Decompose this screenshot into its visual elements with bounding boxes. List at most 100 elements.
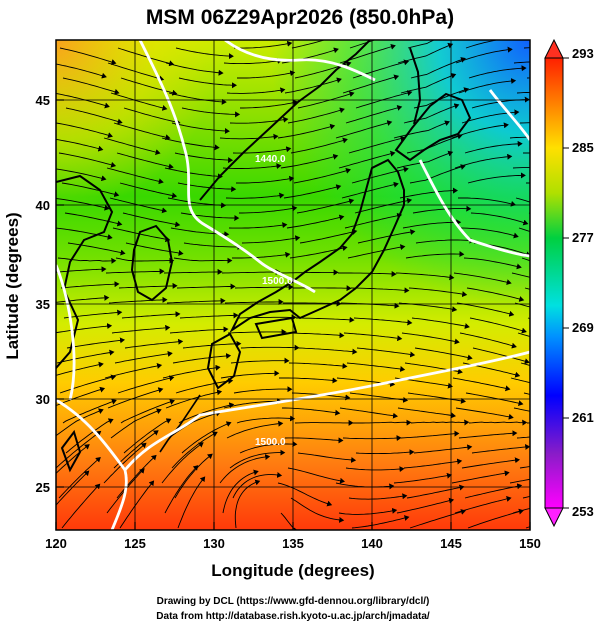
streamline <box>123 418 172 454</box>
streamline <box>219 454 271 484</box>
x-tick-label: 125 <box>124 536 146 551</box>
streamline <box>467 508 524 529</box>
streamline <box>181 107 241 118</box>
streamline <box>338 150 396 169</box>
streamline <box>396 497 455 514</box>
colorbar-tick-label: 277 <box>572 230 594 245</box>
streamline <box>405 251 465 259</box>
x-tick-label: 140 <box>361 536 383 551</box>
streamline <box>173 257 233 264</box>
streamline <box>291 40 326 49</box>
colorbar: 293 285 277 269 261 253 <box>544 38 594 528</box>
streamline <box>510 377 530 384</box>
streamline <box>290 497 345 523</box>
contour-label-2: 1500.0 <box>262 276 293 287</box>
streamline <box>220 370 280 379</box>
coastline-taiwan <box>60 429 82 473</box>
streamline <box>452 377 511 392</box>
colorbar-tick-label: 253 <box>572 504 594 519</box>
streamline <box>410 57 466 79</box>
streamline <box>65 418 114 454</box>
streamline <box>119 480 155 529</box>
streamline <box>236 415 296 424</box>
streamline <box>345 104 403 124</box>
streamline <box>279 377 338 384</box>
streamline <box>284 77 342 94</box>
streamline <box>112 227 171 243</box>
streamline <box>221 269 281 276</box>
streamline <box>468 65 527 79</box>
streamline <box>171 431 218 469</box>
streamline <box>339 407 398 419</box>
streamline <box>467 172 526 184</box>
coastline-korea <box>130 224 174 302</box>
streamline <box>290 137 348 154</box>
coastline-honshu <box>229 158 405 333</box>
streamline <box>509 478 530 484</box>
contour-label-3: 1500.0 <box>255 437 286 448</box>
streamline <box>240 344 300 351</box>
streamline <box>223 57 283 65</box>
streamline <box>56 63 107 79</box>
streamline <box>120 77 178 96</box>
streamline <box>335 120 393 139</box>
streamline <box>58 152 117 168</box>
streamline <box>413 444 473 454</box>
streamline <box>117 47 175 67</box>
streamline <box>121 311 181 319</box>
streamline <box>169 326 229 334</box>
streamline <box>414 347 473 361</box>
streamline <box>239 441 298 454</box>
streamline <box>277 123 336 139</box>
streamline <box>287 467 345 484</box>
lat-lon-grid <box>56 40 530 530</box>
streamline <box>346 362 406 372</box>
streamline <box>174 453 213 499</box>
coastline-sakhalin <box>409 47 422 125</box>
streamline <box>219 133 279 140</box>
colorbar-tick-label: 269 <box>572 320 594 335</box>
streamline <box>517 332 530 337</box>
streamline <box>338 270 397 277</box>
streamline <box>280 153 339 169</box>
streamline <box>353 419 412 426</box>
streamline <box>341 181 399 199</box>
streamline <box>228 222 288 229</box>
streamline <box>110 408 162 439</box>
coastlines <box>56 40 472 473</box>
streamline <box>511 272 530 278</box>
y-axis-title: Latitude (degrees) <box>3 212 22 359</box>
streamline <box>293 167 351 184</box>
streamline <box>229 449 286 469</box>
streamline <box>401 332 460 345</box>
streamline <box>232 251 291 259</box>
streamline <box>56 93 110 109</box>
streamline <box>172 352 232 364</box>
streamline <box>163 268 223 275</box>
credit-drawing: Drawing by DCL (https://www.gfd-dennou.o… <box>157 596 430 607</box>
streamline <box>464 140 523 154</box>
streamline <box>176 283 236 290</box>
coastline-russia <box>199 40 371 201</box>
x-tick-label: 135 <box>282 536 304 551</box>
streamline <box>233 40 293 49</box>
wind-streamlines <box>56 40 530 530</box>
streamline <box>400 430 460 439</box>
colorbar-tick-label: 285 <box>572 140 594 155</box>
contour-line-2 <box>224 40 376 82</box>
streamline <box>471 443 530 454</box>
contour-line-5 <box>110 469 128 530</box>
streamline <box>236 175 295 184</box>
streamline <box>56 323 113 334</box>
streamline <box>61 483 101 529</box>
x-axis-title: Longitude (degrees) <box>211 561 374 580</box>
streamline <box>516 91 530 94</box>
streamline <box>168 92 227 105</box>
streamline <box>111 324 171 334</box>
streamline <box>103 442 147 484</box>
streamline <box>222 163 282 170</box>
streamline <box>56 227 113 240</box>
streamline <box>178 77 237 89</box>
streamline <box>470 212 529 226</box>
